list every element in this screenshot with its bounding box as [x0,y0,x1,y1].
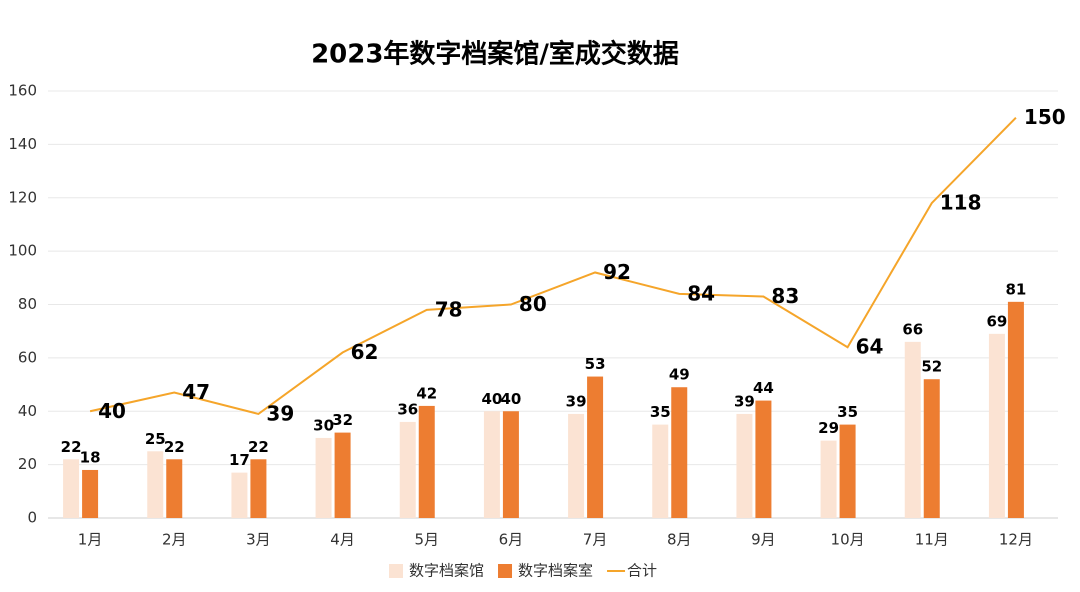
data-label: 32 [332,411,353,429]
bar [923,379,940,518]
x-tick-label: 1月 [78,531,103,549]
data-label: 35 [837,403,858,421]
y-tick-label: 40 [18,402,37,420]
bar [147,451,164,518]
bar [250,459,267,518]
data-label: 29 [818,419,839,437]
y-tick-label: 0 [27,509,37,527]
legend-label: 合计 [627,562,657,580]
y-tick-label: 120 [8,188,37,206]
y-tick-label: 140 [8,135,37,153]
bar [418,405,435,518]
legend-swatch [498,564,513,578]
y-tick-label: 60 [18,348,37,366]
x-tick-label: 3月 [246,531,271,549]
bar [1007,301,1024,518]
bar [671,387,688,518]
data-label: 35 [650,403,671,421]
data-label: 44 [753,379,774,397]
data-label: 22 [248,438,269,456]
data-label: 18 [80,448,101,466]
bar [334,432,351,518]
x-tick-label: 9月 [751,531,776,549]
bar [587,376,604,518]
data-label: 25 [145,430,166,448]
data-label: 36 [397,400,418,418]
data-label: 62 [351,340,379,364]
bar [652,424,669,518]
data-label: 49 [669,366,690,384]
y-tick-label: 80 [18,295,37,313]
bar [231,472,248,518]
data-label: 150 [1024,105,1066,129]
y-tick-label: 20 [18,455,37,473]
bar [839,424,856,518]
data-label: 39 [566,392,587,410]
data-label: 64 [856,335,884,359]
bar [820,440,837,518]
bar [568,413,585,518]
data-label: 40 [481,390,502,408]
data-label: 40 [500,390,521,408]
bar [988,333,1005,518]
bar [82,469,99,518]
bar [166,459,183,518]
data-label: 47 [182,380,210,404]
x-tick-label: 12月 [999,531,1033,549]
data-label: 39 [734,392,755,410]
bar [904,341,921,518]
data-label: 83 [771,284,799,308]
bar [315,437,332,518]
data-label: 42 [416,384,437,402]
x-tick-label: 10月 [831,531,865,549]
bar [755,400,772,518]
data-label: 22 [61,438,82,456]
bar [399,421,416,518]
x-tick-label: 5月 [414,531,439,549]
data-label: 80 [519,292,547,316]
line [89,116,1017,416]
x-tick-label: 11月 [915,531,949,549]
data-label: 39 [266,401,294,425]
data-label: 81 [1005,280,1026,298]
data-label: 66 [902,320,923,338]
data-label: 40 [98,399,126,423]
data-label: 17 [229,451,250,469]
data-label: 92 [603,260,631,284]
legend-swatch [389,564,403,578]
x-tick-label: 2月 [162,531,187,549]
bar [736,413,753,518]
x-tick-label: 4月 [330,531,355,549]
data-label: 84 [687,281,715,305]
legend-label: 数字档案馆 [409,562,484,580]
data-label: 22 [164,438,185,456]
bar [483,411,500,518]
bar [63,459,80,518]
data-label: 30 [313,416,334,434]
x-tick-label: 8月 [667,531,692,549]
x-tick-label: 6月 [499,531,524,549]
data-label: 52 [921,358,942,376]
chart-title: 2023年数字档案馆/室成交数据 [311,39,679,70]
y-tick-label: 160 [8,82,37,100]
data-label: 78 [435,297,463,321]
x-tick-label: 7月 [583,531,608,549]
bar [502,411,519,518]
legend-label: 数字档案室 [518,562,593,580]
data-label: 69 [986,312,1007,330]
data-label: 118 [940,191,982,215]
y-tick-label: 100 [8,242,37,260]
data-label: 53 [585,355,606,373]
